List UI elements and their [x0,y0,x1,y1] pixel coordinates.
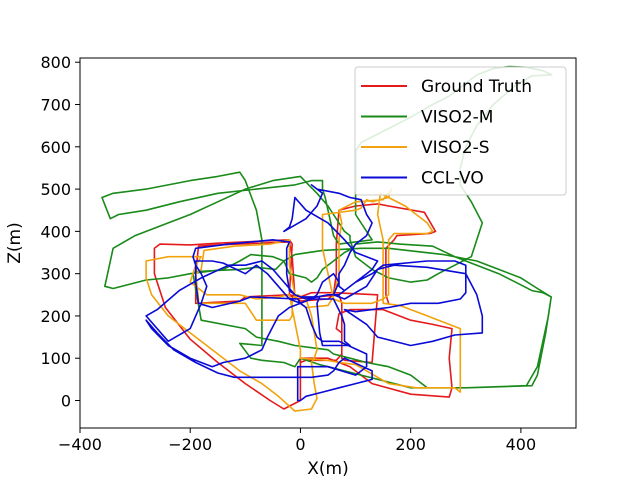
legend-label-2: VISO2-S [421,138,490,158]
plot-frame [79,57,577,429]
legend-label-0: Ground Truth [421,77,532,97]
y-tick-label: 300 [40,265,71,284]
y-axis-ticks: 0 100 200 300 400 500 600 700 800 [40,53,80,411]
y-tick-label: 200 [40,307,71,326]
x-tick-label: −400 [58,435,102,454]
y-axis-label: Z(m) [5,222,25,263]
legend-label-1: VISO2-M [421,108,493,128]
legend: Ground Truth VISO2-M VISO2-S CCL-VO [354,66,567,196]
y-tick-label: 100 [40,349,71,368]
y-tick-label: 0 [61,392,71,411]
legend-label-3: CCL-VO [421,169,484,189]
legend-box [354,66,567,196]
y-tick-label: 700 [40,96,71,115]
x-axis-ticks: −400 −200 0 200 400 [58,428,536,454]
y-tick-label: 800 [40,53,71,72]
x-tick-label: 200 [395,435,426,454]
y-tick-label: 500 [40,180,71,199]
x-tick-label: 400 [506,435,537,454]
x-axis-label: X(m) [307,459,348,479]
x-tick-label: 0 [295,435,305,454]
y-tick-label: 400 [40,222,71,241]
series-layer [101,65,553,412]
series-line-3 [145,184,484,402]
y-tick-label: 600 [40,138,71,157]
series-line-1 [101,65,553,389]
x-tick-label: −200 [168,435,212,454]
